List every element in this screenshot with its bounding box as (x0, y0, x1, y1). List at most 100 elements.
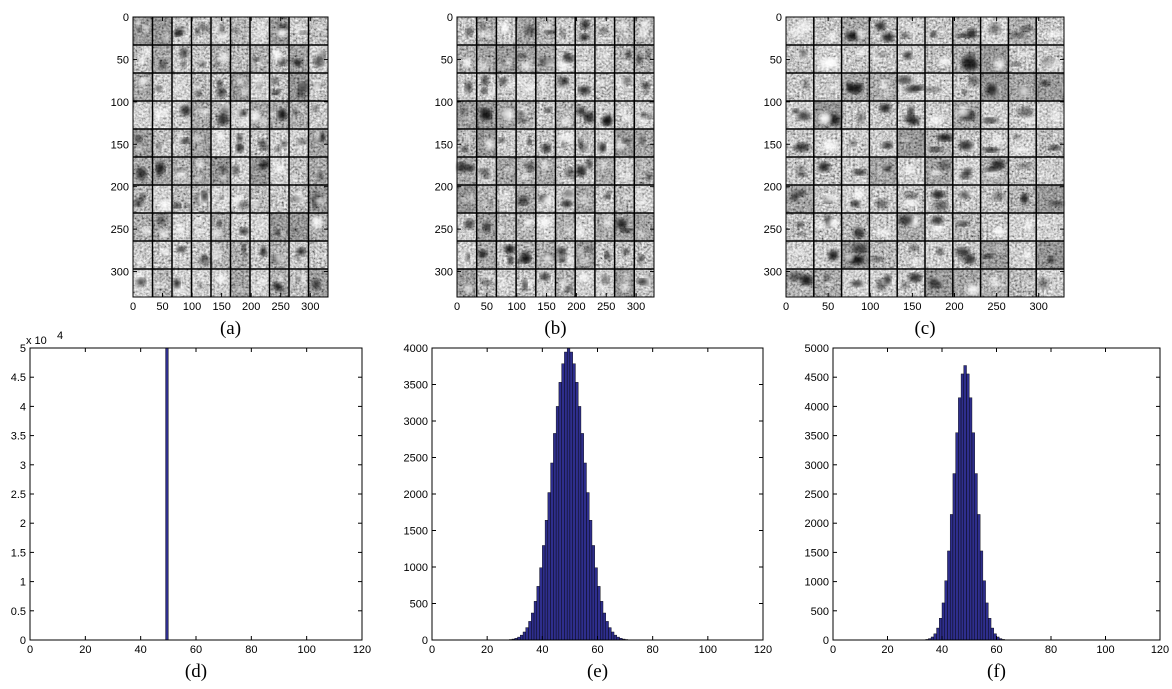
tile-blob (295, 276, 301, 282)
bar (600, 601, 604, 641)
tile-blob (981, 254, 995, 259)
tile-shade (133, 17, 153, 45)
x-tick-label: 120 (353, 644, 371, 656)
tile-shade (980, 45, 1009, 73)
tile-blob (636, 54, 643, 65)
tile-blob (173, 202, 181, 209)
tile-blob (159, 143, 170, 149)
tile-blob (598, 27, 609, 34)
tile-blob (155, 109, 162, 121)
tile-blob (544, 57, 554, 68)
tile-shade (952, 213, 981, 241)
tile-blob (296, 247, 307, 256)
x-tick-label: 40 (135, 644, 147, 656)
tile-shade (869, 213, 898, 241)
tile-blob (139, 193, 146, 202)
tile-blob (242, 253, 247, 260)
tile-blob (641, 82, 650, 89)
tile-blob (251, 200, 261, 208)
tile-blob (278, 274, 283, 284)
tile-shade (230, 269, 250, 297)
x-tick-label: 0 (830, 644, 836, 656)
bar (971, 432, 975, 641)
tile-blob (544, 30, 557, 34)
tile-blob (299, 82, 308, 89)
tile-blob (191, 134, 203, 143)
tile-blob (875, 21, 886, 31)
tile-blob (526, 140, 532, 145)
x-tick-label: 100 (297, 644, 315, 656)
tile-shade (289, 241, 309, 269)
tile-blob (488, 89, 495, 98)
y-tick-label: 100 (435, 97, 453, 109)
y-tick-label: 500 (811, 606, 829, 618)
tile-blob (896, 76, 913, 84)
tile-blob (905, 24, 912, 28)
tile-blob (477, 30, 489, 38)
tile-blob (478, 249, 487, 259)
tile-blob (828, 218, 839, 228)
bar (955, 432, 959, 641)
tile-shade (172, 185, 192, 213)
y-tick-label: 50 (441, 54, 453, 66)
tile-blob (792, 108, 799, 114)
tile-blob (900, 32, 910, 39)
tile-blob (586, 158, 593, 170)
tile-blob (156, 166, 162, 178)
tile-blob (1020, 25, 1033, 32)
bar (605, 621, 609, 641)
tile-blob (460, 197, 469, 204)
tile-blob (174, 85, 183, 91)
tile-blob (908, 244, 919, 252)
tile-blob (460, 105, 466, 116)
tile-blob (577, 247, 583, 257)
tile-blob (579, 33, 590, 41)
y-tick-label: 500 (410, 599, 428, 611)
tile-shade (614, 45, 635, 73)
y-tick-label: 4000 (404, 343, 428, 355)
tile-blob (197, 142, 203, 154)
tile-shade (897, 269, 925, 297)
tile-shade (1036, 129, 1064, 157)
tile-shade (230, 213, 250, 241)
tile-blob (622, 114, 632, 122)
caption: (e) (587, 661, 608, 682)
tile-blob (815, 221, 828, 229)
tile-blob (584, 111, 595, 124)
tile-blob (828, 250, 839, 261)
tile-shade (535, 157, 556, 185)
tile-shade (897, 45, 925, 73)
tile-blob (564, 167, 576, 178)
tile-blob (579, 256, 590, 265)
bar (594, 567, 598, 641)
tile-blob (1016, 163, 1033, 169)
tile-blob (929, 117, 939, 124)
bar (963, 365, 967, 641)
tile-blob (1038, 277, 1049, 289)
tile-blob (1010, 61, 1021, 67)
tile-blob (461, 146, 468, 152)
tile-blob (1018, 86, 1029, 97)
tile-blob (993, 281, 1004, 287)
tile-blob (990, 159, 1006, 170)
y-tick-label: 5000 (805, 343, 829, 355)
tile-blob (542, 196, 553, 205)
tile-blob (507, 255, 514, 266)
tile-shade (980, 213, 1009, 241)
tile-blob (194, 227, 201, 236)
tile-blob (931, 216, 944, 225)
tile-blob (909, 257, 923, 266)
tile-blob (539, 217, 551, 228)
tile-blob (564, 131, 576, 143)
tile-blob (156, 142, 162, 150)
y-tick-label: 2 (20, 518, 26, 530)
tile-blob (219, 165, 227, 174)
x-tick-label: 150 (212, 301, 230, 313)
tile-shade (211, 73, 231, 101)
tile-blob (826, 32, 839, 41)
y-tick-label: 300 (764, 267, 782, 279)
x-tick-label: 60 (990, 644, 1002, 656)
tile-blob (638, 28, 648, 39)
